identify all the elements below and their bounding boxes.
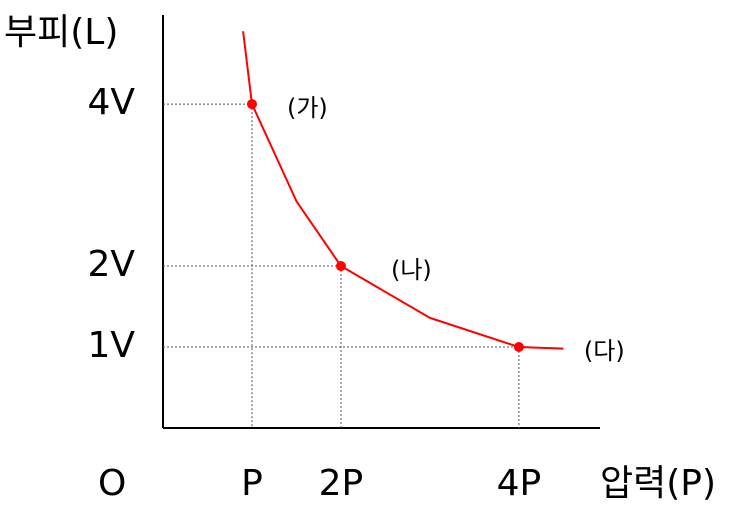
x-tick-label: 2P bbox=[319, 463, 364, 504]
origin-label: O bbox=[98, 463, 126, 504]
point-label: (가) bbox=[287, 94, 328, 122]
y-tick-label: 2V bbox=[87, 244, 135, 285]
data-point bbox=[335, 261, 346, 272]
point-label: (다) bbox=[584, 337, 625, 365]
x-tick-label: P bbox=[241, 463, 263, 504]
data-point bbox=[246, 99, 257, 110]
y-tick-label: 1V bbox=[87, 325, 135, 366]
point-label: (나) bbox=[391, 256, 432, 284]
y-tick-label: 4V bbox=[87, 82, 135, 123]
curve bbox=[242, 31, 564, 350]
x-axis-title: 압력(P) bbox=[600, 463, 716, 504]
data-point bbox=[513, 342, 524, 353]
y-axis-title: 부피(L) bbox=[4, 12, 118, 53]
x-tick-label: 4P bbox=[497, 463, 542, 504]
